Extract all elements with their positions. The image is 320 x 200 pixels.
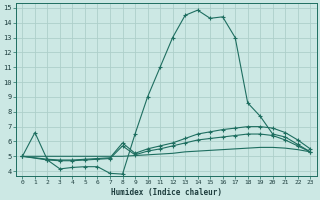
X-axis label: Humidex (Indice chaleur): Humidex (Indice chaleur) — [111, 188, 222, 197]
